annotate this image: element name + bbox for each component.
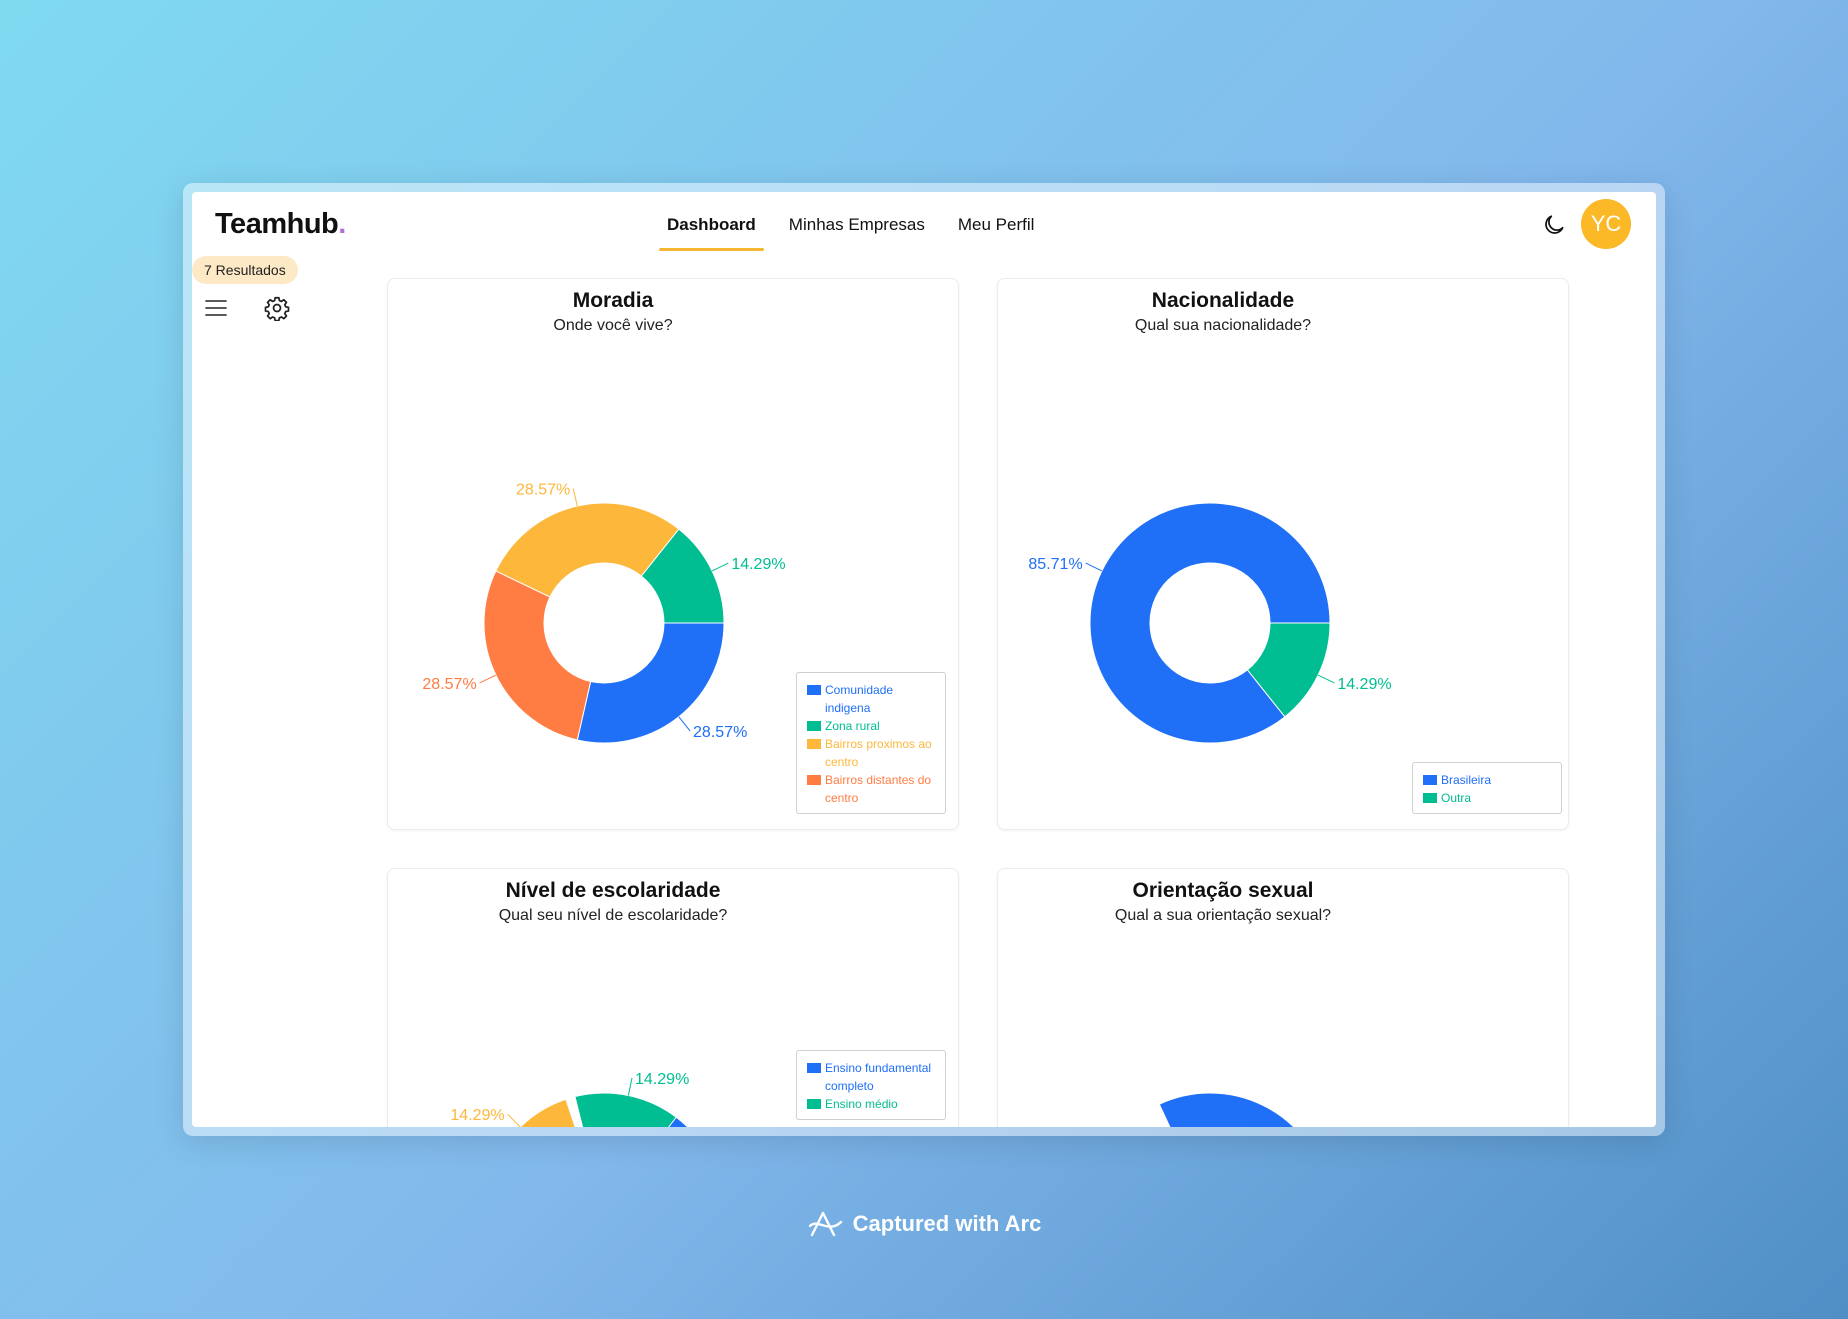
chart-title: Moradia bbox=[572, 289, 654, 312]
legend-label: Outra bbox=[1441, 791, 1472, 805]
logo[interactable]: Teamhub. bbox=[215, 208, 346, 241]
legend-item[interactable]: Bairros proximos ao centro bbox=[807, 735, 935, 771]
chart-legend: Brasileira Outra bbox=[1412, 762, 1562, 814]
donut-slice[interactable] bbox=[640, 1116, 693, 1127]
chart-card-escolaridade: Nível de escolaridade Qual seu nível de … bbox=[387, 868, 959, 1127]
slice-label: 28.57% bbox=[693, 724, 747, 741]
donut-slice[interactable] bbox=[576, 622, 725, 744]
avatar[interactable]: YC bbox=[1581, 199, 1631, 249]
nav-dashboard[interactable]: Dashboard bbox=[659, 209, 764, 251]
chart-card-orientacao: Orientação sexual Qual a sua orientação … bbox=[997, 868, 1569, 1127]
legend-swatch bbox=[807, 775, 821, 785]
legend-item[interactable]: Brasileira bbox=[1423, 771, 1551, 789]
app-window: Teamhub. Dashboard Minhas Empresas Meu P… bbox=[192, 192, 1656, 1127]
donut-slice[interactable] bbox=[1158, 1092, 1330, 1127]
legend-swatch bbox=[807, 1099, 821, 1109]
donut-slice[interactable] bbox=[483, 570, 592, 741]
slice-label-leader bbox=[507, 1113, 521, 1127]
donut-slice[interactable] bbox=[491, 1098, 585, 1127]
main-nav: Dashboard Minhas Empresas Meu Perfil bbox=[659, 209, 1059, 251]
results-badge: 7 Resultados bbox=[192, 256, 298, 284]
chart-subtitle: Qual sua nacionalidade? bbox=[1134, 317, 1312, 334]
legend-label: Ensino médio bbox=[825, 1097, 898, 1111]
top-bar: Teamhub. Dashboard Minhas Empresas Meu P… bbox=[192, 192, 1656, 256]
legend-item[interactable]: Ensino fundamental completo bbox=[807, 1059, 935, 1095]
slice-label: 85.71% bbox=[1028, 556, 1082, 573]
nav-minhas-empresas[interactable]: Minhas Empresas bbox=[788, 215, 925, 234]
chart-card-nacionalidade: Nacionalidade Qual sua nacionalidade? 14… bbox=[997, 278, 1569, 830]
slice-label-leader bbox=[678, 716, 691, 732]
donut-chart-orientacao: 57.14% bbox=[1158, 1092, 1330, 1127]
legend-label: Brasileira bbox=[1441, 773, 1492, 787]
chart-title: Nível de escolaridade bbox=[505, 879, 721, 902]
legend-item[interactable]: Zona rural bbox=[807, 717, 935, 735]
donut-slice[interactable] bbox=[640, 528, 725, 624]
logo-text: Teamhub bbox=[215, 208, 339, 240]
legend-item[interactable]: Bairros distantes do centro bbox=[807, 771, 935, 807]
nav-meu-perfil[interactable]: Meu Perfil bbox=[957, 215, 1035, 234]
slice-label: 14.29% bbox=[450, 1107, 504, 1124]
slice-label: 28.57% bbox=[516, 481, 570, 498]
donut-chart-escolaridade: 14.29% 14.29% bbox=[450, 1071, 693, 1127]
legend-label: Zona rural bbox=[825, 719, 880, 733]
chart-subtitle: Qual seu nível de escolaridade? bbox=[498, 907, 728, 924]
slice-label: 14.29% bbox=[731, 556, 785, 573]
donut-slice[interactable] bbox=[495, 502, 680, 598]
legend-swatch bbox=[807, 721, 821, 731]
legend-label: Bairros distantes do centro bbox=[825, 773, 932, 805]
slice-label-leader bbox=[627, 1077, 633, 1096]
chart-card-moradia: Moradia Onde você vive? 28.57% 28.57% 28.5… bbox=[387, 278, 959, 830]
donut-slice[interactable] bbox=[574, 1092, 678, 1127]
slice-label: 14.29% bbox=[635, 1071, 689, 1088]
slice-label: 14.29% bbox=[1337, 676, 1391, 693]
legend-label: Comunidade indigena bbox=[825, 683, 894, 715]
logo-dot: . bbox=[338, 208, 346, 240]
chart-subtitle: Qual a sua orientação sexual? bbox=[1114, 907, 1332, 924]
chart-legend: Comunidade indigena Zona rural Bairros p… bbox=[796, 672, 946, 814]
moon-icon[interactable] bbox=[1541, 212, 1567, 238]
gear-icon[interactable] bbox=[264, 295, 290, 321]
legend-swatch bbox=[1423, 793, 1437, 803]
donut-chart-moradia: 28.57% 28.57% 28.57% 14.29% bbox=[422, 481, 786, 744]
slice-label-leader bbox=[572, 488, 578, 507]
legend-swatch bbox=[807, 739, 821, 749]
chart-title: Nacionalidade bbox=[1151, 289, 1295, 312]
slice-label-leader bbox=[1317, 674, 1335, 684]
legend-swatch bbox=[807, 1063, 821, 1073]
chart-title: Orientação sexual bbox=[1132, 879, 1314, 902]
chart-legend: Ensino fundamental completo Ensino médio bbox=[796, 1050, 946, 1120]
legend-swatch bbox=[1423, 775, 1437, 785]
legend-item[interactable]: Outra bbox=[1423, 789, 1551, 807]
legend-item[interactable]: Ensino médio bbox=[807, 1095, 935, 1113]
legend-label: Ensino fundamental completo bbox=[825, 1061, 932, 1093]
footer: Captured with Arc bbox=[0, 1208, 1848, 1240]
arc-logo-icon bbox=[808, 1211, 842, 1237]
slice-label-leader bbox=[711, 562, 729, 572]
slice-label-leader bbox=[479, 674, 497, 684]
donut-chart-nacionalidade: 14.29% 85.71% bbox=[1028, 502, 1392, 744]
legend-label: Bairros proximos ao centro bbox=[825, 737, 932, 769]
chart-subtitle: Onde você vive? bbox=[553, 317, 673, 334]
donut-slice[interactable] bbox=[1089, 502, 1331, 744]
menu-icon[interactable] bbox=[204, 296, 228, 320]
legend-item[interactable]: Comunidade indigena bbox=[807, 681, 935, 717]
footer-text: Captured with Arc bbox=[852, 1211, 1042, 1236]
slice-label: 28.57% bbox=[422, 676, 476, 693]
legend-swatch bbox=[807, 685, 821, 695]
slice-label-leader bbox=[1085, 562, 1103, 572]
